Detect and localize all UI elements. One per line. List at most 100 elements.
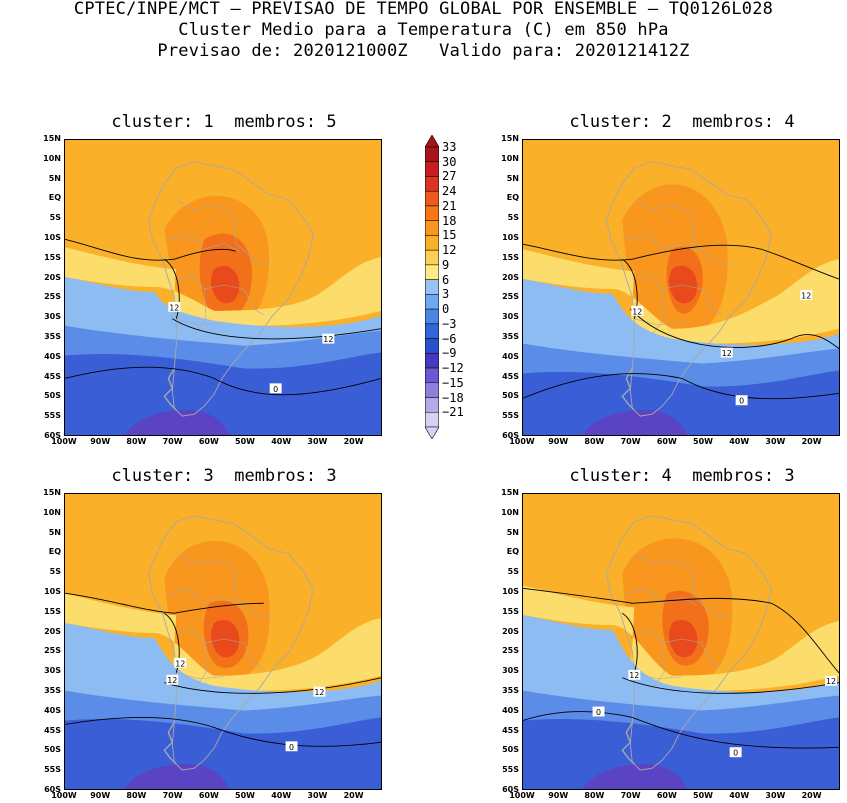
contour-label: 12 [825, 675, 838, 686]
contour-label: 12 [800, 289, 813, 300]
colorbar-tick-label: −6 [442, 331, 457, 346]
colorbar-tick-label: −15 [442, 375, 464, 390]
contour-label: 12 [313, 686, 326, 697]
colorbar-tick-label: −3 [442, 316, 457, 331]
lon-tick-label: 40W [271, 437, 292, 446]
contour-12-south [629, 308, 839, 349]
lat-tick-label: EQ [48, 193, 61, 203]
country-border [701, 642, 722, 670]
colorbar-swatch [425, 249, 439, 266]
country-border [176, 672, 225, 680]
lat-tick-label: 15S [502, 252, 519, 262]
lat-tick-label: 5N [506, 527, 519, 537]
panel-3-map: 12 12 12 0 [64, 493, 382, 790]
south-america-coastline [148, 515, 314, 771]
lat-tick-label: 15N [501, 488, 519, 497]
svg-text:12: 12 [629, 671, 639, 680]
panel-2-map: 12 12 12 0 [522, 139, 840, 436]
lat-tick-label: 35S [44, 686, 61, 695]
lat-tick-label: 45S [44, 725, 61, 735]
contour-label: 12 [628, 669, 641, 680]
svg-text:12: 12 [175, 659, 185, 668]
lat-tick-label: 55S [44, 411, 61, 421]
lat-tick-label: 5N [48, 527, 61, 537]
colorbar-swatch [425, 412, 439, 428]
colorbar-swatch [425, 205, 439, 221]
svg-text:0: 0 [733, 749, 738, 758]
contour-12-andes [622, 612, 638, 673]
colorbar-swatch [425, 279, 439, 295]
lat-tick-label: 35S [44, 332, 61, 341]
svg-text:0: 0 [273, 385, 278, 394]
contour-12-andes [164, 258, 180, 319]
contour-0 [523, 373, 839, 400]
lat-tick-label: 15N [43, 134, 61, 143]
contour-label: 0 [269, 383, 282, 394]
lon-tick-label: 90W [548, 437, 569, 446]
colorbar-swatch [425, 308, 439, 325]
panel-3-title: cluster: 3 membros: 3 [111, 466, 337, 486]
colorbar-tick-label: 15 [442, 228, 457, 243]
lat-tick-label: 40S [502, 705, 519, 715]
contour-12-north [65, 238, 237, 261]
lon-tick-label: 70W [162, 791, 183, 800]
country-border [176, 318, 225, 326]
contour-0 [523, 711, 839, 749]
lat-tick-label: 40S [502, 351, 519, 361]
lat-tick-label: 50S [44, 391, 61, 401]
contour-label: 12 [322, 333, 335, 344]
country-border [691, 213, 732, 266]
lat-tick-label: 20S [502, 626, 519, 636]
lon-tick-label: 100W [509, 791, 535, 800]
colorbar-swatch [425, 176, 439, 192]
contour-label: 0 [592, 706, 605, 717]
country-border [701, 288, 722, 316]
south-america-coastline [606, 161, 772, 417]
colorbar-tick-label: −12 [442, 361, 464, 376]
contour-12-north [523, 243, 839, 280]
lat-tick-label: 30S [44, 312, 61, 322]
lat-tick-label: 10S [44, 233, 61, 242]
lon-tick-label: 50W [235, 791, 255, 800]
colorbar-tick-label: 30 [442, 154, 457, 169]
panel-1-map: 12 12 0 [64, 139, 382, 436]
colorbar-swatch [425, 367, 439, 384]
lon-tick-label: 50W [693, 791, 713, 800]
lat-tick-label: 10S [44, 587, 61, 596]
lat-tick-label: 5N [506, 173, 519, 183]
colorbar-swatch [425, 353, 439, 369]
lat-tick-label: 30S [502, 312, 519, 322]
colorbar-tick-label: 21 [442, 198, 457, 213]
contour-label: 0 [729, 747, 742, 758]
country-border [626, 235, 698, 252]
contour-label: 0 [285, 741, 298, 752]
lon-tick-label: 60W [656, 437, 677, 446]
country-border [651, 642, 665, 689]
lat-tick-label: 60S [502, 431, 519, 440]
colorbar-tick-label: 18 [442, 213, 457, 228]
lon-tick-label: 90W [90, 437, 111, 446]
colorbar [424, 134, 440, 440]
chile-fjords [621, 368, 635, 411]
svg-text:12: 12 [323, 335, 333, 344]
lat-tick-label: 55S [502, 411, 519, 421]
colorbar-swatch [425, 235, 439, 251]
colorbar-tick-label: 6 [442, 272, 450, 287]
lon-tick-label: 30W [765, 791, 786, 800]
colorbar-swatch [425, 382, 439, 398]
contour-label: 12 [174, 657, 187, 668]
lat-tick-label: 10N [43, 507, 61, 517]
lat-tick-label: 40S [44, 705, 61, 715]
lat-tick-label: 60S [502, 785, 519, 794]
lat-tick-label: 45S [44, 371, 61, 381]
lat-tick-label: 5S [49, 567, 61, 577]
country-border [691, 567, 732, 620]
svg-text:0: 0 [289, 743, 294, 752]
colorbar-tick-label: 3 [442, 287, 450, 302]
svg-text:12: 12 [801, 291, 811, 300]
lon-tick-label: 70W [162, 437, 183, 446]
contour-12-south [164, 677, 381, 694]
lon-tick-label: 50W [693, 437, 713, 446]
colorbar-tick-label: 12 [442, 243, 457, 258]
temperature-field-3: 12 12 12 0 [65, 494, 381, 789]
